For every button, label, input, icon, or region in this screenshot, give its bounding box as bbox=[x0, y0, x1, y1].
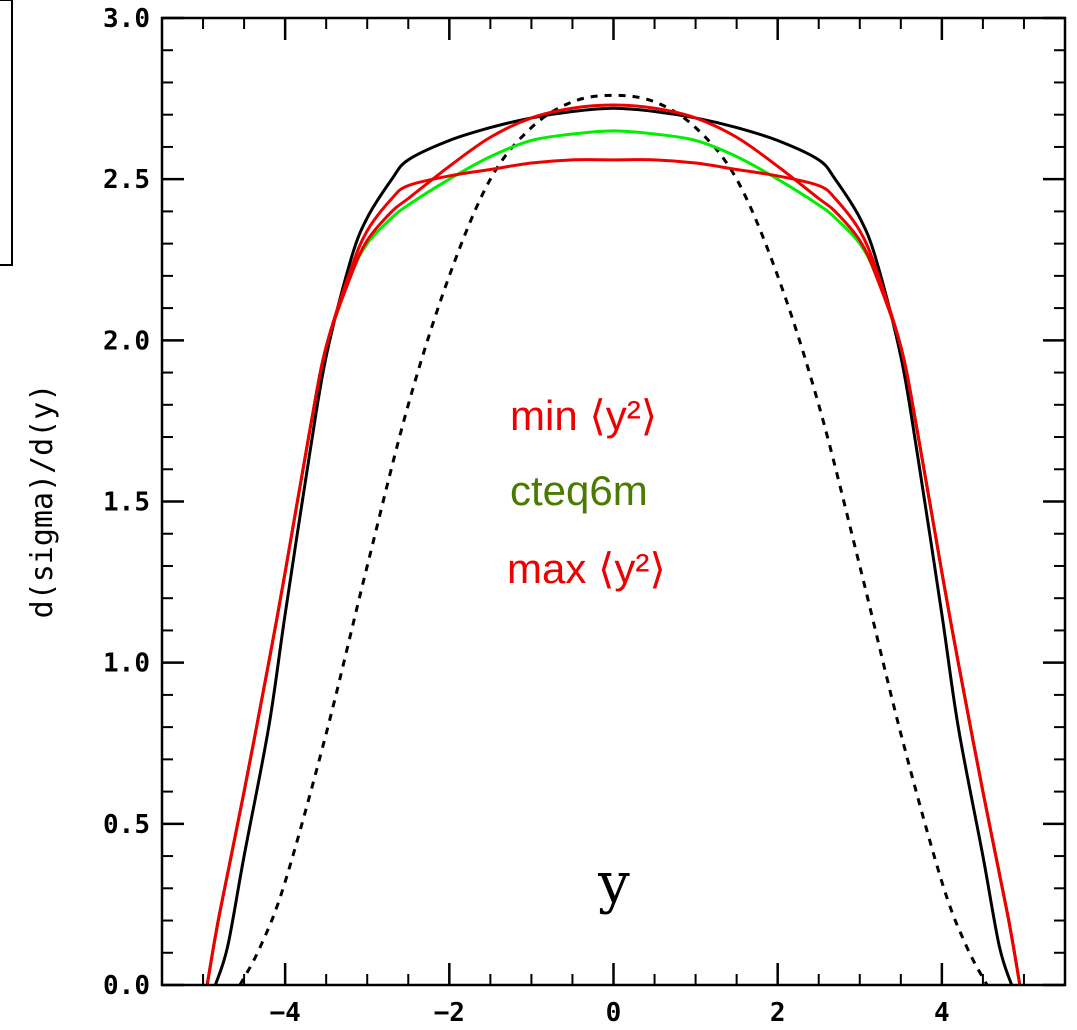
y-tick-label: 2.0 bbox=[103, 326, 150, 356]
x-tick-label: 0 bbox=[606, 998, 622, 1028]
y-axis-label: d(sigma)/d(y) bbox=[25, 384, 60, 619]
x-tick-label: 2 bbox=[770, 998, 786, 1028]
legend-min-y2: min ⟨y²⟩ bbox=[510, 392, 657, 439]
y-tick-label: 1.0 bbox=[103, 649, 150, 679]
x-tick-label: −2 bbox=[434, 998, 465, 1028]
series-line-1 bbox=[238, 93, 989, 986]
y-tick-label: 3.0 bbox=[103, 4, 150, 34]
clipped-legend-box bbox=[0, 0, 13, 266]
legend-cteq6m: cteq6m bbox=[510, 467, 648, 514]
y-tick-label: 0.5 bbox=[103, 810, 150, 840]
x-axis-label: y bbox=[597, 851, 630, 916]
y-tick-label: 2.5 bbox=[103, 165, 150, 195]
ticks-layer: −4 −2 0 2 4 0.0 0.5 1.0 1.5 2.0 2.5 3.0 bbox=[103, 4, 1066, 1028]
y-tick-label: 1.5 bbox=[103, 488, 150, 518]
legend-max-y2: max ⟨y²⟩ bbox=[507, 545, 666, 592]
x-tick-label: −4 bbox=[269, 998, 300, 1028]
series-line-0 bbox=[213, 106, 1014, 986]
y-tick-label: 0.0 bbox=[103, 971, 150, 1001]
series-line-4 bbox=[205, 158, 1022, 986]
x-tick-label: 4 bbox=[934, 998, 950, 1028]
plot-frame bbox=[160, 16, 1067, 987]
series-layer bbox=[205, 93, 1022, 986]
